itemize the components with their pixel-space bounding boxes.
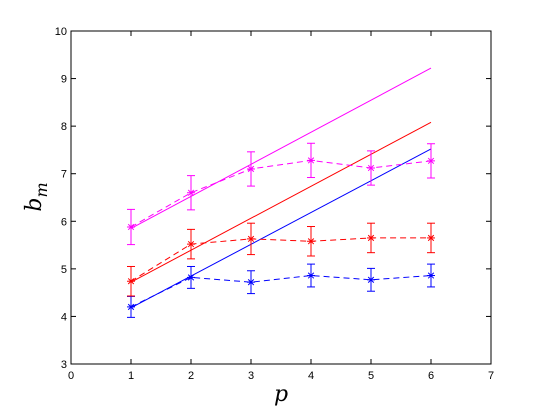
x-tick-label: 1 (128, 370, 134, 382)
data-point-marker (187, 240, 195, 249)
marker-stroke (187, 274, 195, 281)
x-axis-label: p (274, 382, 288, 407)
data-point-marker (247, 164, 255, 173)
axis-ticks: 0 1 2 3 4 5 6 7 3 4 5 6 7 8 9 10 (55, 26, 494, 382)
marker-stroke (307, 272, 315, 279)
plot-area (70, 30, 492, 365)
y-axis-label-main: b (22, 198, 47, 212)
marker-stroke (367, 234, 375, 242)
data-point-marker (367, 164, 375, 173)
y-axis-label: bm (22, 182, 51, 211)
data-point-marker (187, 273, 195, 282)
marker-stroke (427, 157, 435, 165)
data-point-marker (127, 222, 135, 231)
data-point-marker (127, 302, 135, 311)
fit-line (130, 67, 432, 229)
x-tick-label: 4 (308, 370, 314, 382)
series-0 (127, 148, 435, 318)
marker-stroke (127, 223, 135, 231)
fit-line (130, 121, 432, 283)
marker-stroke (367, 276, 375, 283)
y-tick-label: 4 (61, 311, 67, 323)
marker-stroke (127, 303, 135, 311)
y-tick-label: 5 (61, 264, 67, 276)
x-tick-label: 0 (68, 370, 74, 382)
data-point-marker (247, 278, 255, 287)
data-line (130, 275, 432, 308)
marker-stroke (187, 240, 195, 248)
data-point-marker (427, 233, 435, 242)
x-tick-label: 3 (248, 370, 254, 382)
series-2 (127, 67, 435, 246)
data-point-marker (367, 275, 375, 284)
y-tick-label: 10 (55, 26, 67, 38)
y-tick-label: 9 (61, 74, 67, 86)
series-layer (127, 67, 435, 318)
y-axis-label-subscript: m (32, 182, 51, 197)
y-tick-label: 8 (61, 121, 67, 133)
x-tick-label: 6 (428, 370, 434, 382)
x-tick-label: 5 (368, 370, 374, 382)
data-point-marker (307, 237, 315, 246)
data-point-marker (247, 234, 255, 243)
y-tick-label: 3 (61, 359, 67, 371)
data-line (130, 237, 431, 282)
marker-stroke (367, 164, 375, 172)
data-point-marker (307, 271, 315, 280)
data-point-marker (427, 271, 435, 280)
data-point-marker (187, 188, 195, 197)
marker-stroke (247, 235, 255, 243)
data-line (130, 159, 432, 228)
marker-stroke (427, 272, 435, 279)
x-tick-label: 2 (188, 370, 194, 382)
marker-stroke (247, 279, 255, 286)
y-tick-label: 6 (61, 216, 67, 228)
marker-stroke (127, 278, 135, 285)
fit-line (130, 148, 432, 309)
series-1 (127, 121, 435, 297)
marker-stroke (307, 238, 315, 245)
marker-stroke (427, 234, 435, 242)
x-tick-label: 7 (488, 370, 494, 382)
data-point-marker (427, 156, 435, 165)
data-point-marker (307, 156, 315, 165)
marker-stroke (187, 189, 195, 196)
data-point-marker (127, 277, 135, 286)
marker-stroke (247, 165, 255, 173)
y-tick-label: 7 (61, 169, 67, 181)
marker-stroke (307, 157, 315, 164)
data-point-marker (367, 233, 375, 242)
